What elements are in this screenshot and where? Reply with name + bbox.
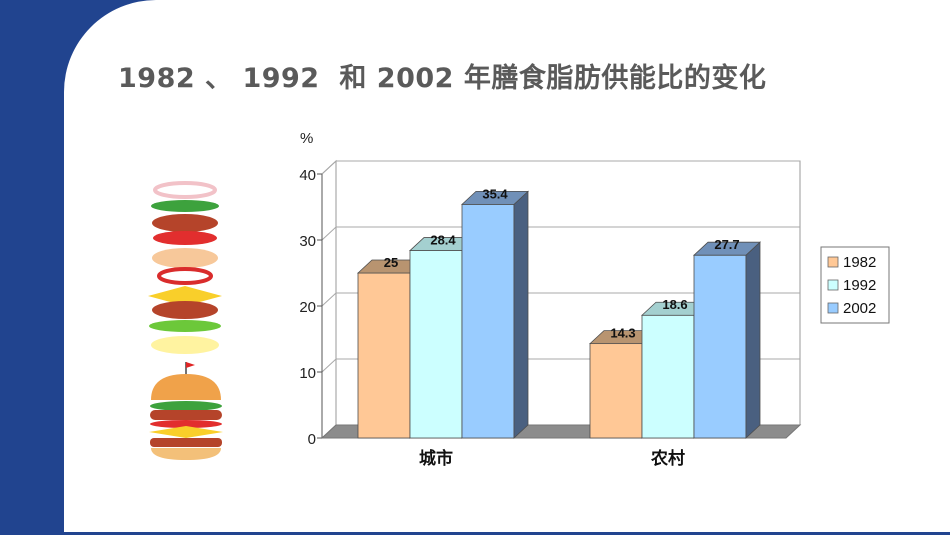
y-tick-label: 0 [308, 431, 316, 448]
bar-top [460, 190, 530, 205]
legend-label: 1992 [843, 277, 876, 294]
data-label: 14.3 [610, 326, 635, 341]
bar [641, 314, 695, 439]
legend-label: 2002 [843, 300, 876, 317]
y-tick-label: 20 [299, 299, 316, 316]
data-label: 28.4 [430, 233, 456, 248]
stacked-burger-icon [148, 181, 222, 354]
gridline [321, 292, 800, 307]
data-label: 18.6 [662, 297, 687, 312]
gridline [321, 226, 800, 241]
data-label: 35.4 [482, 186, 508, 201]
y-tick-label: 40 [299, 167, 316, 184]
legend-swatch [827, 279, 839, 291]
gridline [321, 160, 800, 175]
bar [589, 343, 643, 439]
bar [357, 272, 411, 439]
bar [461, 203, 515, 439]
slide-title: 1982 、 1992 和 2002 年膳食脂肪供能比的变化 [118, 63, 767, 94]
x-tick-label: 农村 [650, 448, 685, 469]
legend-swatch [827, 302, 839, 314]
bar-side [745, 241, 761, 439]
bar [693, 254, 747, 439]
burger-icon [149, 362, 223, 460]
data-label: 27.7 [714, 237, 739, 252]
data-label: 25 [384, 255, 398, 270]
x-tick-label: 城市 [419, 448, 453, 469]
legend-swatch [827, 256, 839, 268]
y-tick-label: 30 [299, 233, 316, 250]
y-axis-label: % [300, 130, 313, 147]
bar-top [692, 241, 762, 256]
bar-side [513, 190, 529, 439]
bar [409, 250, 463, 439]
y-tick-label: 10 [299, 365, 316, 382]
legend-label: 1982 [843, 254, 876, 271]
